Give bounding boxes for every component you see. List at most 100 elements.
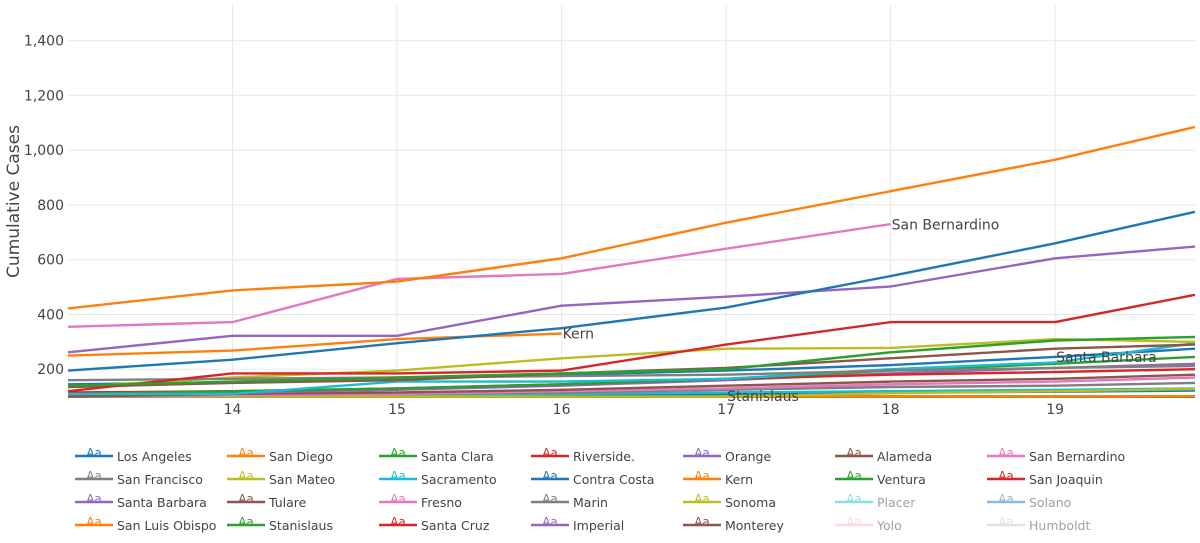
legend-item-san-bernardino[interactable]: Aa San Bernardino — [987, 446, 1125, 464]
legend-item-alameda[interactable]: Aa Alameda — [835, 446, 932, 464]
legend-item-riverside[interactable]: Aa Riverside​. — [531, 446, 635, 464]
legend-label: Santa Cruz — [421, 518, 490, 533]
legend-item-sonoma[interactable]: Aa Sonoma — [683, 492, 776, 510]
series-line-fresno — [67, 376, 1196, 398]
legend-label: San Bernardino — [1029, 449, 1125, 464]
legend-item-fresno[interactable]: Aa Fresno — [379, 492, 462, 510]
legend-item-placer[interactable]: Aa Placer — [835, 492, 916, 510]
legend-label: Solano — [1029, 495, 1071, 510]
legend-marker: Aa — [542, 446, 558, 460]
legend-marker: Aa — [846, 492, 862, 506]
legend-label: Sacramento — [421, 472, 497, 487]
series-line-san-bernardino — [67, 222, 891, 328]
legend-item-ventura[interactable]: Aa Ventura — [835, 469, 926, 487]
annotation-label: San Bernardino — [892, 218, 1000, 234]
legend-marker: Aa — [390, 446, 406, 460]
legend-item-solano[interactable]: Aa Solano — [987, 492, 1071, 510]
legend-marker: Aa — [846, 446, 862, 460]
legend-item-monterey[interactable]: Aa Monterey — [683, 515, 785, 533]
legend-item-santa-barbara[interactable]: Aa Santa Barbara — [75, 492, 207, 510]
legend-marker: Aa — [542, 492, 558, 506]
annotation-label: Stanislaus — [727, 389, 799, 405]
legend-item-san-mateo[interactable]: Aa San Mateo — [227, 469, 335, 487]
legend-item-yolo[interactable]: Aa Yolo — [835, 515, 902, 533]
legend-marker: Aa — [238, 469, 254, 483]
axes: 200 400 600 800 1,000 1,200 1,400 14 15 16 17 18 19 C… — [4, 34, 1064, 418]
legend-label: Riverside​. — [573, 449, 635, 464]
legend-label: San Mateo — [269, 472, 335, 487]
legend-marker: Aa — [86, 515, 102, 529]
legend-marker: Aa — [390, 469, 406, 483]
legend-label: Placer — [877, 495, 916, 510]
legend-marker: Aa — [390, 492, 406, 506]
legend-marker: Aa — [694, 446, 710, 460]
x-tick-label: 14 — [224, 402, 242, 418]
legend-item-kern[interactable]: Aa Kern — [683, 469, 753, 487]
legend-item-humboldt[interactable]: Aa Humboldt — [987, 515, 1090, 533]
series-line-santa-clara — [67, 335, 1196, 387]
legend-item-orange[interactable]: Aa Orange — [683, 446, 771, 464]
legend-item-santa-cruz[interactable]: Aa Santa Cruz — [379, 515, 490, 533]
legend-marker: Aa — [542, 469, 558, 483]
legend-item-san-diego[interactable]: Aa San Diego — [227, 446, 333, 464]
legend-item-santa-clara[interactable]: Aa Santa Clara — [379, 446, 494, 464]
legend-label: Sonoma — [725, 495, 776, 510]
legend-label: Humboldt — [1029, 518, 1090, 533]
series-line-san-francisco — [67, 364, 1196, 382]
legend-label: Monterey — [725, 518, 785, 533]
series-line-orange — [67, 245, 1196, 354]
legend-label: San Joaquin — [1029, 472, 1103, 487]
annotation-label: Kern — [563, 327, 594, 343]
legend-marker: Aa — [86, 469, 102, 483]
legend-label: Los Angeles — [117, 449, 192, 464]
legend-item-san-francisco[interactable]: Aa San Francisco — [75, 469, 203, 487]
legend-marker: Aa — [542, 515, 558, 529]
legend-label: San Diego — [269, 449, 333, 464]
legend-label: Stanislaus — [269, 518, 333, 533]
legend-marker: Aa — [238, 515, 254, 529]
legend-item-los-angeles[interactable]: Aa Los Angeles — [75, 446, 192, 464]
legend-label: Kern — [725, 472, 753, 487]
legend-marker: Aa — [998, 469, 1014, 483]
legend-item-san-joaquin[interactable]: Aa San Joaquin — [987, 469, 1103, 487]
y-tick-label: 400 — [37, 307, 64, 323]
legend-marker: Aa — [694, 469, 710, 483]
x-tick-label: 19 — [1046, 402, 1064, 418]
legend-item-stanislaus[interactable]: Aa Stanislaus — [227, 515, 333, 533]
y-tick-label: 1,400 — [24, 34, 64, 50]
series-line-san-diego — [67, 125, 1196, 310]
x-tick-label: 15 — [388, 402, 406, 418]
series-line-san-mateo — [67, 337, 1196, 389]
legend-label: Yolo — [876, 518, 902, 533]
legend-marker: Aa — [694, 515, 710, 529]
annotation-label: Santa Barbara — [1056, 350, 1157, 366]
legend-item-sacramento[interactable]: Aa Sacramento — [379, 469, 497, 487]
legend-item-marin[interactable]: Aa Marin — [531, 492, 608, 510]
series-line-sonoma — [68, 387, 1196, 398]
legend-marker: Aa — [86, 492, 102, 506]
y-tick-label: 600 — [37, 253, 64, 269]
series-line-los-angeles — [67, 210, 1196, 372]
y-tick-label: 200 — [37, 362, 64, 378]
y-tick-label: 1,200 — [24, 88, 64, 104]
legend-label: Ventura — [877, 472, 926, 487]
x-tick-label: 17 — [717, 402, 735, 418]
legend-item-san-luis-obispo[interactable]: Aa San Luis Obispo — [75, 515, 216, 533]
series-line-tulare — [67, 373, 1196, 398]
legend-item-contra-costa[interactable]: Aa Contra Costa — [531, 469, 654, 487]
legend-marker: Aa — [238, 446, 254, 460]
legend-label: Orange — [725, 449, 771, 464]
legend-label: Marin — [573, 495, 608, 510]
legend-label: San Luis Obispo — [117, 518, 216, 533]
y-tick-label: 1,000 — [24, 143, 64, 159]
legend-marker: Aa — [846, 515, 862, 529]
legend-item-imperial[interactable]: Aa Imperial — [531, 515, 624, 533]
legend[interactable]: Aa Los Angeles Aa San Diego Aa Santa Clara Aa R… — [75, 446, 1125, 533]
grid — [68, 5, 1195, 398]
legend-marker: Aa — [86, 446, 102, 460]
legend-item-tulare[interactable]: Aa Tulare — [227, 492, 307, 510]
y-axis-title: Cumulative Cases — [4, 125, 24, 278]
legend-marker: Aa — [846, 469, 862, 483]
legend-label: Fresno — [421, 495, 462, 510]
